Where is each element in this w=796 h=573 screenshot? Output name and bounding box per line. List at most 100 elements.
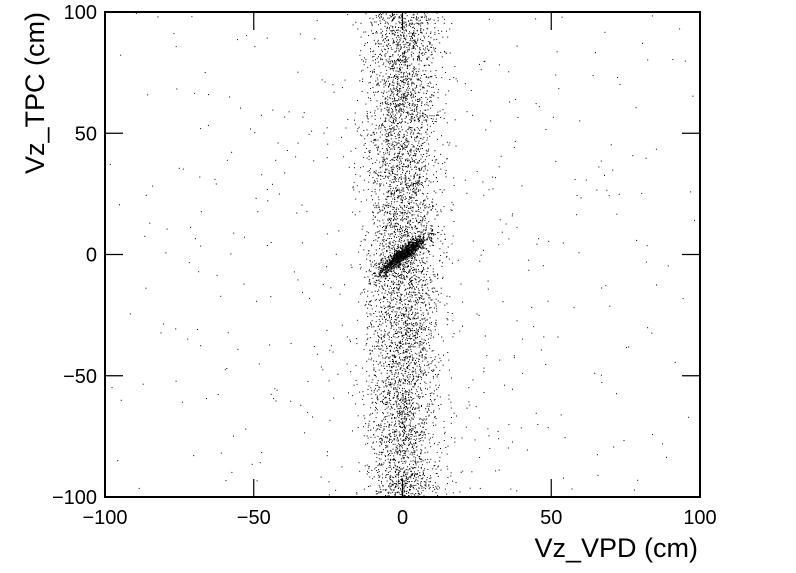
scatter-point (425, 17, 427, 19)
scatter-point (417, 59, 419, 61)
scatter-point (406, 272, 407, 273)
scatter-point (371, 402, 373, 404)
scatter-point (390, 134, 392, 135)
scatter-point (405, 427, 407, 429)
scatter-point (414, 152, 416, 154)
scatter-point (392, 242, 394, 244)
scatter-point (432, 57, 434, 59)
scatter-point (397, 164, 399, 166)
scatter-point (375, 467, 377, 468)
scatter-point (424, 347, 426, 349)
scatter-point (425, 226, 427, 228)
scatter-point (406, 438, 408, 440)
scatter-point (446, 465, 448, 467)
scatter-point (390, 213, 392, 215)
scatter-point (407, 210, 409, 212)
scatter-point (401, 109, 403, 111)
scatter-point (392, 127, 394, 129)
scatter-point (404, 21, 406, 23)
scatter-point (402, 195, 404, 197)
scatter-point (436, 451, 438, 453)
scatter-point (413, 150, 415, 152)
scatter-point (392, 354, 394, 356)
scatter-point (405, 485, 407, 487)
scatter-point (394, 388, 396, 390)
scatter-point (418, 394, 420, 396)
scatter-point (424, 421, 425, 423)
scatter-point (406, 184, 408, 186)
scatter-point (410, 493, 412, 495)
scatter-point (404, 462, 406, 464)
scatter-point (396, 349, 398, 351)
scatter-point (398, 435, 400, 437)
scatter-point (416, 265, 418, 267)
scatter-point (406, 23, 407, 25)
scatter-point (432, 207, 434, 209)
scatter-point (361, 398, 363, 400)
scatter-point (393, 17, 395, 19)
scatter-point (410, 392, 412, 394)
scatter-point (407, 112, 408, 114)
scatter-point (414, 256, 416, 258)
scatter-point (431, 86, 433, 88)
scatter-point (409, 179, 410, 181)
scatter-point (423, 136, 425, 138)
scatter-point (409, 44, 411, 46)
scatter-point (420, 265, 422, 267)
scatter-point (425, 217, 427, 219)
scatter-point (410, 410, 411, 412)
scatter-point (424, 159, 426, 161)
scatter-point (415, 72, 417, 74)
scatter-point (378, 491, 380, 493)
scatter-point (426, 115, 428, 117)
scatter-point (398, 408, 400, 410)
scatter-point (430, 333, 432, 335)
scatter-point (382, 401, 384, 403)
scatter-point (389, 320, 391, 322)
scatter-point (400, 55, 402, 56)
scatter-point (445, 172, 446, 174)
scatter-point (383, 449, 384, 451)
scatter-point (392, 216, 394, 218)
scatter-point (399, 88, 400, 90)
scatter-point (379, 230, 381, 232)
scatter-point (368, 301, 370, 303)
scatter-point (394, 459, 396, 460)
scatter-point (382, 18, 384, 20)
scatter-point (385, 275, 387, 276)
scatter-point (399, 378, 401, 380)
scatter-point (355, 147, 357, 149)
scatter-point (408, 342, 410, 344)
scatter-point (389, 313, 391, 315)
scatter-point (427, 388, 428, 390)
scatter-point (405, 158, 407, 160)
scatter-point (424, 305, 426, 307)
scatter-point (392, 173, 393, 174)
scatter-point (390, 475, 392, 477)
scatter-point (417, 59, 419, 61)
scatter-point (368, 155, 370, 157)
scatter-point (407, 303, 409, 305)
scatter-point (432, 198, 434, 200)
scatter-point (394, 438, 396, 440)
scatter-point (408, 434, 410, 436)
scatter-point (394, 192, 396, 194)
scatter-point (397, 47, 399, 49)
scatter-point (407, 335, 409, 337)
scatter-point (414, 119, 416, 121)
scatter-point (411, 345, 413, 347)
scatter-point (380, 210, 382, 212)
scatter-point (405, 454, 407, 456)
scatter-point (366, 111, 368, 113)
scatter-point (423, 116, 425, 118)
scatter-point (400, 59, 402, 61)
scatter-point (459, 330, 461, 332)
scatter-point (426, 101, 428, 103)
scatter-point (393, 63, 395, 65)
scatter-point (413, 292, 415, 294)
scatter-point (411, 283, 413, 285)
scatter-point (409, 278, 411, 280)
scatter-point (399, 277, 401, 279)
scatter-point (412, 184, 414, 186)
scatter-point (409, 291, 411, 293)
